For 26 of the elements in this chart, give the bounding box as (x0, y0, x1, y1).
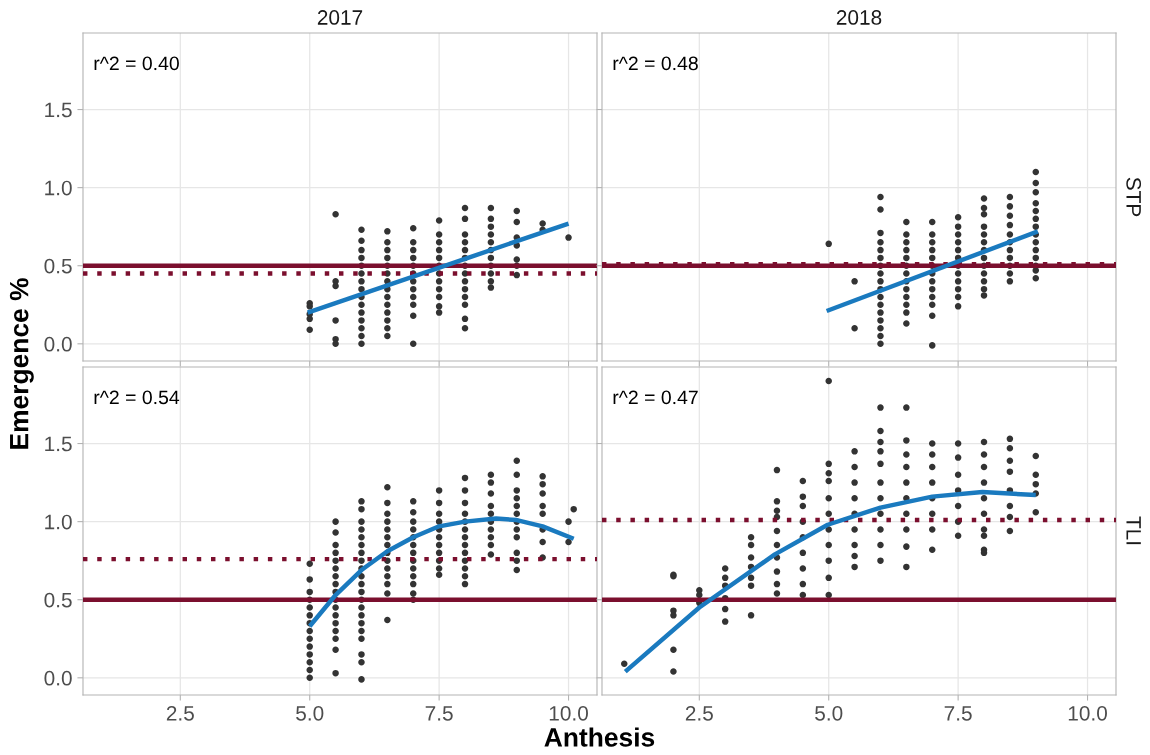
annotation: r^2 = 0.47 (613, 390, 698, 405)
x-axis-title: Anthesis (544, 727, 655, 747)
y-tick-label: 1.0 (45, 514, 72, 530)
x-tick-label: 5.0 (815, 705, 843, 721)
y2-axis-title: TLI (1126, 516, 1141, 545)
annotation: r^2 = 0.54 (94, 390, 180, 405)
y2-axis-title: STP (1126, 177, 1142, 217)
y-tick-label: 0.0 (44, 670, 72, 686)
y-tick-label: 0.5 (44, 592, 72, 608)
x-tick-label: 2.5 (166, 705, 194, 721)
chart-title: 2017 (317, 10, 363, 25)
annotation: r^2 = 0.40 (94, 56, 179, 71)
y-tick-label: 1.5 (45, 102, 72, 118)
x-tick-label: 2.5 (685, 705, 713, 721)
y-axis-title: Emergence % (9, 278, 34, 449)
annotation: r^2 = 0.48 (613, 56, 698, 71)
x-tick-label: 7.5 (944, 706, 972, 721)
x-tick-label: 10.0 (549, 705, 588, 721)
y-tick-label: 0.5 (44, 258, 72, 274)
chart-title: 2018 (836, 10, 882, 25)
y-tick-label: 1.5 (45, 436, 72, 452)
y-tick-label: 0.0 (44, 336, 72, 352)
y-tick-label: 1.0 (45, 180, 72, 196)
x-tick-label: 7.5 (425, 706, 453, 721)
x-tick-label: 5.0 (296, 705, 324, 721)
x-tick-label: 10.0 (1068, 705, 1107, 721)
